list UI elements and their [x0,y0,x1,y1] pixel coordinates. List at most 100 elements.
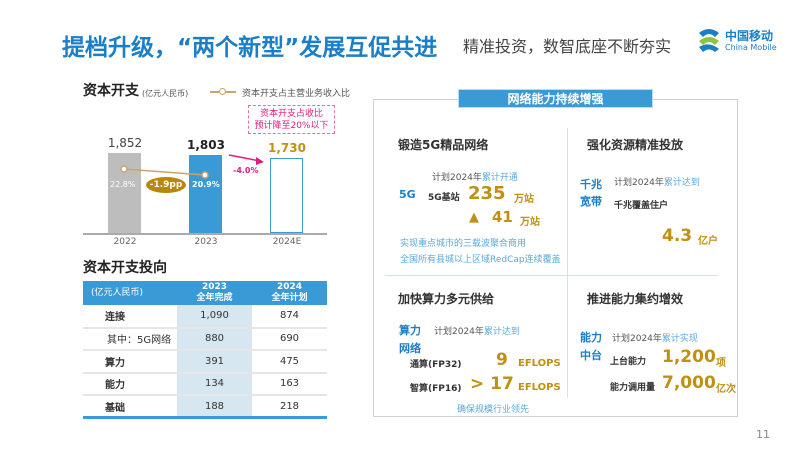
page-number: 11 [756,428,770,441]
q3-title: 加快算力多元供给 [398,292,495,306]
q2-value: 4.3 [662,226,693,246]
q3-value-1: 9 [496,350,508,370]
plan-text: 计划2024年 [434,327,484,337]
q4-title: 推进能力集约增效 [587,292,684,306]
q2-title: 强化资源精准投放 [587,138,684,152]
q3-tag-2: 网络 [399,342,421,355]
capex-unit: (亿元人民币) [142,89,189,98]
q1-plan: 计划2024年累计开通 [432,170,518,183]
callout-line-1: 资本开支占收比 [259,109,323,119]
q3-note: 确保规模行业领先 [457,405,530,415]
decline-arrow [228,154,261,162]
legend-marker-icon [219,88,226,95]
cell-2024: 163 [252,372,327,396]
q3-item-2: 智算(FP16) [410,384,462,394]
cell-2023: 880 [177,327,252,351]
plan-highlight: 累计达到 [483,327,520,337]
ratio-point-2023 [201,171,209,179]
table-header: (亿元人民币) 2023 全年完成 2024 全年计划 [83,281,327,305]
capex-title: 资本开支 [83,83,139,99]
page-title: 提档升级，“两个新型”发展互促共进 [62,35,438,61]
page-subtitle: 精准投资，数智底座不断夯实 [463,37,672,56]
q2-plan: 计划2024年累计达到 [614,175,700,188]
horizontal-divider [385,275,718,276]
cell-2023: 391 [177,350,252,374]
capex-change-label: -4.0% [233,166,259,175]
header-2024-sub: 全年计划 [271,293,308,303]
network-banner: 网络能力持续增强 [458,89,653,108]
header-2024-year: 2024 [276,282,303,292]
header-2024: 2024 全年计划 [252,281,327,305]
increase-triangle-icon: ▲ [469,210,479,225]
q1-increase-unit: 万站 [520,217,540,228]
table-row: 基础 188 218 [83,395,327,419]
q3-unit-2: EFLOPS [518,382,561,393]
plan-highlight: 累计实现 [661,334,698,344]
q3-value-2: > 17 [470,374,514,394]
q1-tag: 5G [399,188,416,201]
q2-tag-1: 千兆 [580,178,602,191]
ratio-line [120,154,264,179]
row-label: 能力 [83,372,177,396]
q4-tag-2: 中台 [580,349,602,362]
vertical-divider [567,128,568,398]
q1-unit: 万站 [514,194,534,205]
q4-unit-1: 项 [716,358,726,369]
q4-item-2: 能力调用量 [610,383,656,393]
q4-value-1: 1,200 [662,347,716,367]
q1-item: 5G基站 [428,193,460,203]
q4-tag-1: 能力 [580,331,602,344]
q1-title: 锻造5G精品网络 [398,138,489,152]
q2-item: 千兆覆盖住户 [614,201,669,211]
ratio-point-2022 [120,165,128,173]
cell-2023: 1,090 [177,305,252,329]
allocation-title: 资本开支投向 [83,260,167,276]
callout-line-2: 预计降至20%以下 [254,121,329,131]
logo-text-en: China Mobile [725,43,777,52]
table-row: 算力 391 475 [83,350,327,374]
q2-unit: 亿户 [698,236,718,247]
cell-2024: 218 [252,395,327,419]
q2-tag-2: 宽带 [580,195,602,208]
header-2023: 2023 全年完成 [177,281,252,305]
bar-value-label: 1,730 [268,141,306,156]
table-row: 能力 134 163 [83,372,327,396]
bar-2024E [270,158,303,233]
cell-2024: 690 [252,327,327,351]
q4-plan: 计划2024年累计实现 [612,331,698,344]
header-2023-year: 2023 [201,282,228,292]
bar-2023 [189,155,222,233]
plan-text: 计划2024年 [432,173,482,183]
q3-tag-1: 算力 [399,324,421,337]
x-tick-label: 2023 [194,237,218,247]
q4-item-1: 上台能力 [610,357,647,367]
allocation-table: (亿元人民币) 2023 全年完成 2024 全年计划 连接 1,090 874 其中：… [83,281,327,419]
cell-2023: 188 [177,395,252,419]
q1-note-1: 实现重点城市的三载波聚合商用 [400,239,527,249]
cell-2024: 475 [252,350,327,374]
ratio-label-2022: 22.8% [110,180,136,189]
header-2023-sub: 全年完成 [196,293,233,303]
x-axis [83,233,327,235]
table-row: 连接 1,090 874 [83,305,327,329]
cell-2023: 134 [177,372,252,396]
row-label: 连接 [83,305,177,329]
q4-value-2: 7,000 [662,373,716,393]
china-mobile-logo: 中国移动 China Mobile [695,25,785,57]
q3-item-1: 通算(FP32) [410,360,462,370]
x-tick-label: 2022 [113,237,137,247]
x-tick-label: 2024E [272,237,302,247]
header-unit: (亿元人民币) [83,281,177,305]
cell-2024: 874 [252,305,327,329]
legend-label: 资本开支占主营业务收入比 [242,89,351,99]
row-label: 算力 [83,350,177,374]
q3-plan: 计划2024年累计达到 [434,324,520,337]
q4-unit-2: 亿次 [716,384,736,395]
q1-increase: 41 [492,208,513,226]
bar-value-label: 1,803 [187,138,225,153]
ratio-label-2023: 20.9% [192,180,220,189]
q1-value: 235 [468,183,506,204]
plan-text: 计划2024年 [612,334,662,344]
row-label: 其中：5G网络 [83,327,177,351]
plan-text: 计划2024年 [614,178,664,188]
